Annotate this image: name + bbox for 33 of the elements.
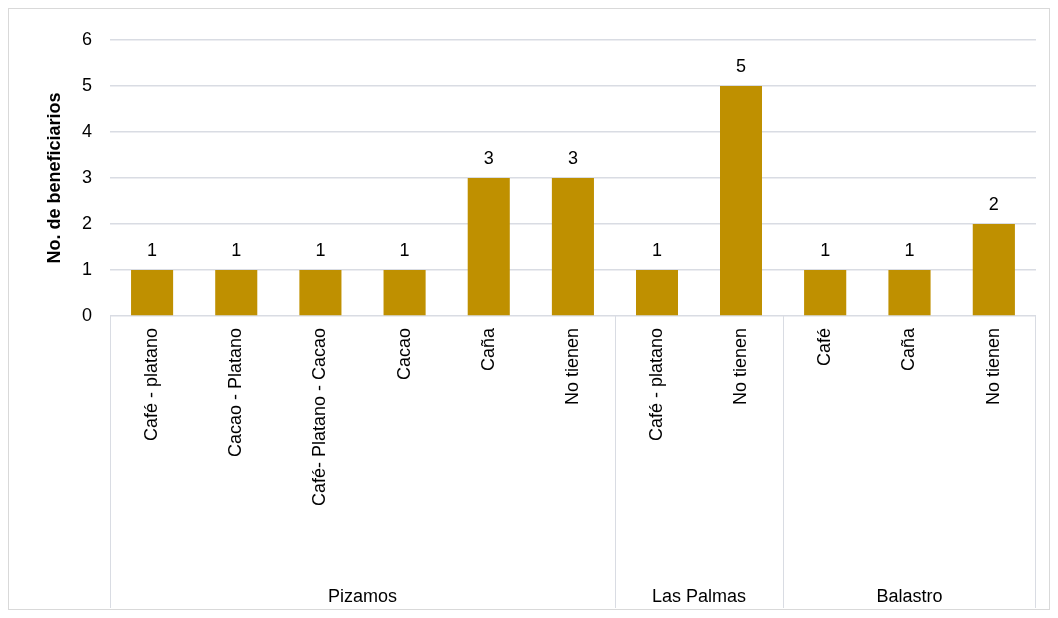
y-tick-label: 0 bbox=[81, 304, 92, 325]
x-tick-label: Café - platano bbox=[141, 328, 162, 442]
data-label: 1 bbox=[399, 239, 410, 260]
y-tick-label: 1 bbox=[81, 258, 92, 279]
x-tick-label: Caña bbox=[898, 327, 919, 372]
x-tick-label: Cacao bbox=[393, 328, 414, 381]
y-tick-label: 6 bbox=[81, 28, 92, 49]
data-label: 1 bbox=[904, 239, 915, 260]
x-tick-label: Café - platano bbox=[645, 328, 666, 442]
x-axis-title: Balastro bbox=[876, 586, 943, 607]
data-label: 1 bbox=[231, 239, 242, 260]
x-tick-label: Café bbox=[814, 328, 835, 367]
data-label: 3 bbox=[483, 147, 494, 168]
data-label: 1 bbox=[315, 239, 326, 260]
x-axis-title: Las Palmas bbox=[651, 586, 747, 607]
data-label: 1 bbox=[651, 239, 663, 260]
y-tick-label: 4 bbox=[81, 120, 92, 141]
x-tick-label: Cacao - Platano bbox=[225, 328, 246, 458]
data-label: 1 bbox=[820, 239, 831, 260]
y-tick-label: 2 bbox=[81, 212, 92, 233]
x-tick-label: Café- Platano - Cacao bbox=[309, 328, 330, 507]
data-label: 5 bbox=[735, 55, 747, 76]
x-tick-label: No tienen bbox=[982, 328, 1003, 406]
data-label: 3 bbox=[567, 147, 578, 168]
x-tick-label: Caña bbox=[477, 327, 498, 372]
y-tick-label: 5 bbox=[81, 74, 92, 95]
x-tick-label: No tienen bbox=[561, 328, 582, 406]
x-axis-title: Pizamos bbox=[327, 586, 398, 607]
data-label: 1 bbox=[147, 239, 158, 260]
data-label: 2 bbox=[988, 193, 999, 214]
x-tick-label: No tienen bbox=[729, 328, 750, 406]
y-tick-label: 3 bbox=[81, 166, 92, 187]
y-axis-title: No. de beneficiarios bbox=[43, 92, 64, 264]
